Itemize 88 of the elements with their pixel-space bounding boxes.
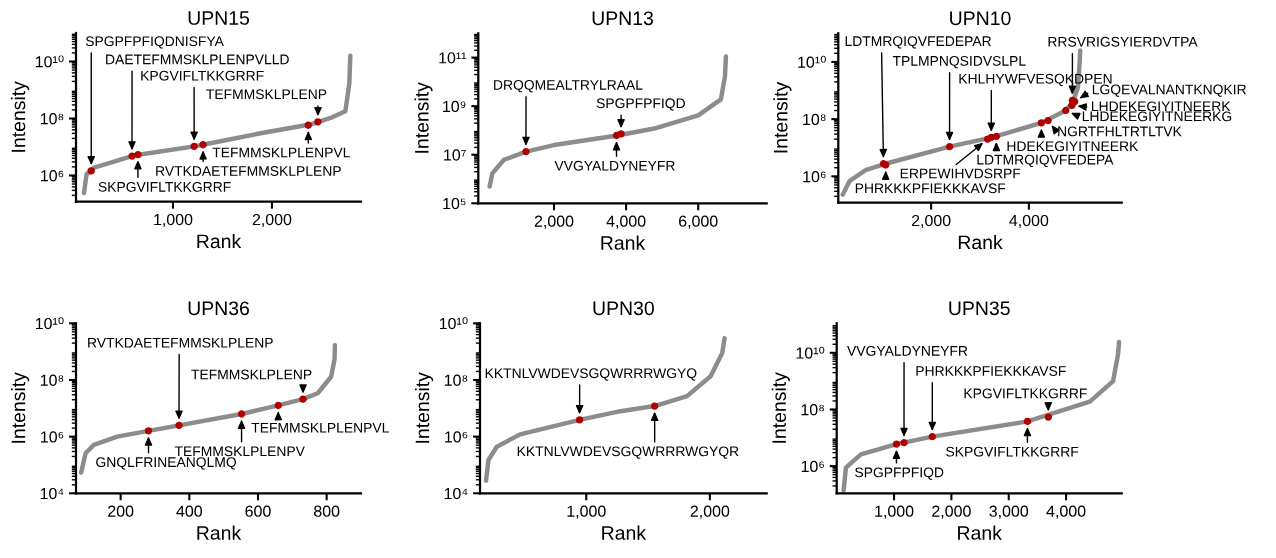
annotation: PHRKKKPFIEKKKAVSF (855, 183, 1006, 194)
annotation: GNQLFRINEANQLMQ (96, 457, 237, 470)
annotation: KKTNLVWDEVSGQWRRRWGYQR (517, 446, 739, 459)
chart-title: UPN36 (188, 301, 249, 316)
y-axis-title: Intensity (414, 82, 433, 153)
annotation: TEFMMSKLPLENPV (174, 446, 305, 457)
annotation: TEFMMSKLPLENP (191, 369, 312, 380)
y-tick-label: 10⁶ (445, 431, 468, 443)
x-tick-label: 2,000 (911, 214, 951, 229)
x-tick-label: 3,000 (989, 505, 1029, 519)
annotation: VVGYALDYNEYFR (554, 160, 675, 171)
x-tick-label: 1,000 (875, 505, 914, 519)
y-axis-title: Intensity (11, 372, 30, 443)
x-tick-label: 6,000 (679, 215, 718, 229)
x-tick-label: 2,000 (252, 213, 292, 228)
y-tick-label: 10⁶ (41, 170, 64, 182)
x-tick-label: 2,000 (690, 505, 730, 519)
y-tick-label: 10⁶ (801, 460, 824, 473)
chart-title: UPN15 (188, 11, 250, 25)
y-tick-label: 10⁸ (444, 374, 468, 386)
annotation: NGRTFHLTRTLTVK (1058, 126, 1182, 137)
annotation: LHDEKEGIYITNEERKG (1082, 111, 1232, 122)
annotation: TEFMMSKLPLENP (206, 89, 327, 100)
y-tick-label: 10⁸ (40, 113, 64, 125)
y-tick-label: 10⁸ (40, 374, 64, 386)
y-tick-label: 10⁴ (40, 487, 64, 500)
y-tick-label: 10¹⁰ (798, 55, 826, 68)
y-tick-label: 10⁹ (443, 100, 466, 113)
annotation: SKPGVIFLTKKGRRF (946, 446, 1079, 457)
x-tick-label: 1,000 (154, 213, 193, 228)
annotation: LDTMRQIQVFEDEPAR (845, 36, 991, 49)
y-axis-title: Intensity (415, 372, 434, 443)
y-axis-title: Intensity (771, 372, 790, 443)
x-axis-title: Rank (601, 235, 646, 250)
y-axis-title: Intensity (11, 81, 30, 152)
x-axis-title: Rank (197, 525, 242, 540)
annotation: KPGVIFLTKKGRRF (964, 388, 1087, 399)
y-tick-label: 10⁶ (41, 431, 64, 443)
y-tick-label: 10⁵ (443, 197, 466, 210)
y-axis-title: Intensity (773, 81, 792, 153)
annotation: TEFMMSKLPLENPVL (212, 147, 350, 158)
annotation: SPGPFPFIQDNISFYA (85, 36, 224, 49)
y-tick-label: 10¹⁰ (796, 346, 825, 359)
chart-title: UPN10 (950, 11, 1011, 26)
chart-title: UPN13 (592, 11, 653, 26)
x-axis-title: Rank (958, 525, 1002, 540)
y-tick-label: 10⁶ (803, 170, 826, 183)
x-tick-label: 2,000 (534, 215, 574, 229)
chart-title: UPN30 (593, 301, 654, 316)
x-tick-label: 2,000 (932, 505, 971, 519)
annotation: LHDEKEGIYITNEERK (1092, 101, 1231, 112)
y-tick-label: 10⁸ (803, 113, 826, 126)
annotation: RVTKDAETEFMMSKLPLENP (156, 166, 341, 176)
annotation: SPGPFPFIQD (855, 467, 944, 480)
annotation: TPLMPNQSIDVSLPL (892, 55, 1026, 69)
x-axis-title: Rank (958, 234, 1003, 250)
annotation: KKTNLVWDEVSGQWRRRWGYQ (485, 368, 697, 381)
x-tick-label: 200 (108, 505, 134, 517)
annotation: SKPGVIFLTKKGRRF (98, 181, 231, 192)
y-tick-label: 10¹¹ (439, 52, 467, 64)
annotation: HDEKEGIYITNEERK (1007, 141, 1139, 152)
y-tick-label: 10⁴ (444, 487, 468, 500)
annotation: DRQQMEALTRYLRAAL (494, 79, 643, 93)
x-tick-label: 800 (314, 505, 340, 517)
x-tick-label: 4,000 (1009, 214, 1049, 229)
annotation: TEFMMSKLPLENPVL (251, 422, 389, 433)
y-tick-label: 10⁸ (801, 404, 824, 416)
annotation: DAETEFMMSKLPLENPVLLD (106, 54, 289, 65)
x-tick-label: 4,000 (606, 215, 646, 229)
annotation: ERPEWIHVDSRPF (900, 168, 1021, 179)
y-tick-label: 10⁷ (444, 149, 466, 161)
x-tick-label: 1,000 (567, 505, 606, 519)
annotation: LDTMRQIQVFEDEPA (977, 154, 1114, 168)
y-tick-label: 10¹⁰ (35, 55, 64, 68)
x-tick-label: 600 (245, 505, 271, 517)
annotation: RRSVRIGSYIERDVTPA (1048, 36, 1198, 47)
x-axis-title: Rank (197, 233, 242, 249)
annotation: VVGYALDYNEYFR (847, 345, 968, 356)
y-tick-label: 10¹⁰ (439, 317, 468, 330)
annotation: SPGPFPFIQD (596, 98, 685, 111)
chart-title: UPN35 (949, 301, 1010, 316)
x-axis-title: Rank (602, 525, 647, 540)
annotation: RVTKDAETEFMMSKLPLENP (88, 337, 273, 348)
x-tick-label: 4,000 (1046, 505, 1086, 519)
x-tick-label: 400 (176, 505, 203, 517)
annotation: KPGVIFLTKKGRRF (141, 70, 264, 81)
y-tick-label: 10¹⁰ (35, 317, 64, 330)
annotation: PHRKKKPFIEKKKAVSF (916, 366, 1066, 376)
